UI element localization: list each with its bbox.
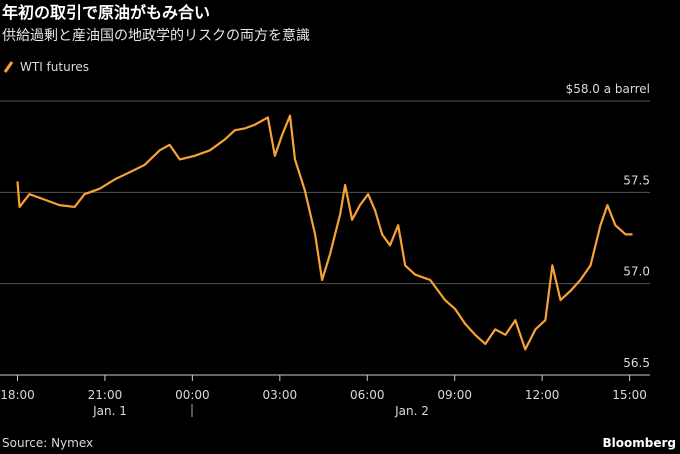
source: Source: Nymex — [2, 436, 93, 450]
x-tick-label: 15:00 — [612, 388, 647, 402]
legend-swatch — [3, 61, 14, 73]
x-tick-label: 03:00 — [263, 388, 298, 402]
chart-title: 年初の取引で原油がもみ合い — [2, 3, 210, 22]
y-tick-label: 57.5 — [623, 173, 650, 187]
date-label: Jan. 2 — [394, 404, 429, 418]
y-tick-label: 56.5 — [623, 356, 650, 370]
y-tick-label: 57.0 — [623, 265, 650, 279]
y-tick-label: $58.0 a barrel — [566, 82, 650, 96]
x-tick-label: 09:00 — [437, 388, 472, 402]
x-tick-label: 18:00 — [0, 388, 35, 402]
x-tick-label: 21:00 — [88, 388, 123, 402]
x-tick-label: 12:00 — [525, 388, 560, 402]
legend-label: WTI futures — [20, 60, 89, 74]
data-line — [16, 114, 633, 351]
x-tick-label: 00:00 — [175, 388, 210, 402]
date-label: Jan. 1 — [92, 404, 127, 418]
x-tick-label: 06:00 — [350, 388, 385, 402]
chart-subtitle: 供給過剰と産油国の地政学的リスクの両方を意識 — [2, 27, 310, 44]
brand: Bloomberg — [603, 436, 677, 450]
